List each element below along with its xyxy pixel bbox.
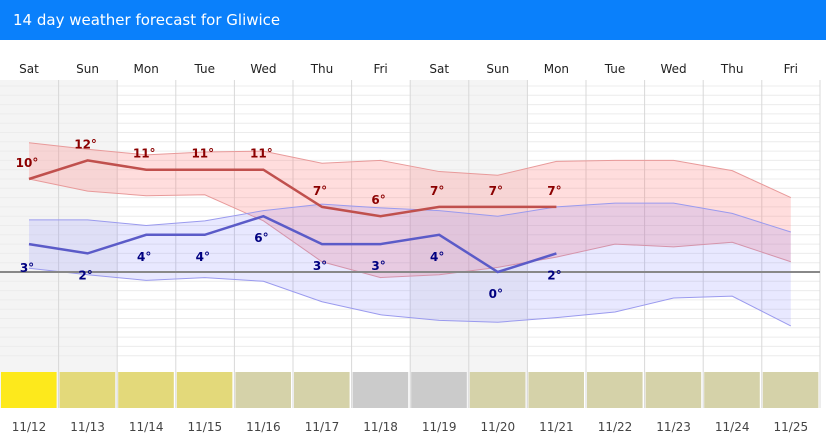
low-temp-label: 4° [430,250,444,264]
high-range-upper-line [28,142,792,199]
low-range-upper-line [29,202,791,233]
date-label: 11/17 [305,420,340,434]
high-temp-label: 7° [430,184,444,198]
low-range-band [29,203,791,326]
day-label: Wed [250,62,276,76]
date-label: 11/22 [598,420,633,434]
day-label: Sat [429,62,449,76]
condition-box [528,372,584,408]
date-label: 11/24 [715,420,750,434]
condition-box [235,372,291,408]
day-label: Thu [310,62,334,76]
day-label: Mon [134,62,159,76]
high-range-lower-line [28,178,791,279]
high-line [28,159,557,218]
low-temp-label: 3° [20,261,34,275]
high-temp-label: 11° [133,147,156,161]
date-label: 11/23 [656,420,691,434]
condition-box [294,372,350,408]
day-label: Tue [604,62,626,76]
low-temp-label: 3° [371,259,385,273]
day-label: Tue [194,62,216,76]
condition-box [352,372,409,408]
condition-box [469,372,526,408]
day-label: Fri [373,62,387,76]
high-range-band [29,142,791,278]
day-label: Fri [784,62,798,76]
low-line [28,214,557,274]
low-temp-label: 6° [254,231,268,245]
low-temp-label: 4° [196,250,210,264]
date-label: 11/13 [70,420,105,434]
high-temp-label: 6° [371,193,385,207]
condition-box [1,372,57,408]
high-temp-label: 7° [313,184,327,198]
high-temp-label: 7° [489,184,503,198]
low-temp-label: 3° [313,259,327,273]
date-label: 11/21 [539,420,574,434]
date-label: 11/12 [12,420,47,434]
condition-box [762,372,819,408]
date-label: 11/25 [774,420,809,434]
high-temp-label: 7° [547,184,561,198]
date-label: 11/16 [246,420,281,434]
condition-box [59,372,116,408]
condition-box [176,372,233,408]
page-title: 14 day weather forecast for Gliwice [0,0,826,40]
low-temp-label: 4° [137,250,151,264]
date-label: 11/19 [422,420,457,434]
day-label: Mon [544,62,569,76]
date-label: 11/15 [188,420,223,434]
high-temp-label: 10° [16,156,39,170]
condition-box [645,372,702,408]
date-label: 11/20 [481,420,516,434]
low-range-lower-line [28,267,792,327]
low-temp-label: 2° [547,268,561,282]
date-label: 11/14 [129,420,164,434]
low-temp-label: 0° [489,287,503,301]
day-label: Sat [19,62,39,76]
day-label: Thu [720,62,744,76]
condition-box [587,372,643,408]
high-temp-label: 12° [74,137,97,151]
high-temp-label: 11° [250,147,273,161]
condition-box [118,372,174,408]
high-temp-label: 11° [191,147,214,161]
condition-box [704,372,760,408]
day-label: Sun [486,62,509,76]
low-temp-label: 2° [78,268,92,282]
date-label: 11/18 [363,420,398,434]
day-label: Wed [661,62,687,76]
condition-box [411,372,467,408]
day-label: Sun [76,62,99,76]
